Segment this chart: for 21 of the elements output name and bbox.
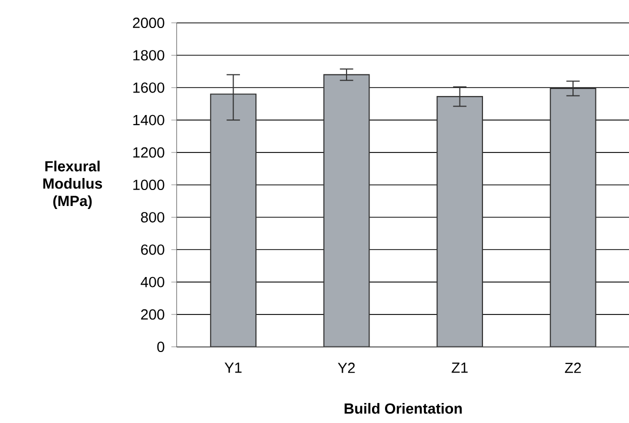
- x-tick-label: Y2: [338, 362, 355, 373]
- y-tick-label: 1400: [133, 114, 164, 126]
- y-tick-label: 2000: [132, 18, 164, 28]
- y-tick-label: 600: [141, 244, 164, 255]
- bar: [210, 94, 256, 347]
- y-tick-label: 200: [141, 309, 164, 320]
- y-tick-label: 1200: [133, 147, 164, 158]
- x-tick-label: Z1: [452, 362, 468, 373]
- y-tick-label: 400: [140, 276, 164, 288]
- x-tick-label: Y1: [224, 362, 242, 373]
- y-tick-label: 800: [141, 212, 164, 222]
- bar: [436, 96, 483, 347]
- y-tick-label: 1600: [133, 82, 164, 93]
- y-axis-title: Flexural Modulus (MPa): [43, 160, 102, 210]
- y-tick-label: 1000: [133, 180, 164, 190]
- bar: [323, 74, 370, 347]
- x-tick-label: Z2: [564, 362, 581, 373]
- y-tick-label: 1800: [133, 50, 164, 60]
- bar: [550, 88, 596, 347]
- x-axis-title: Build Orientation: [344, 402, 462, 414]
- y-tick-label: 0: [157, 342, 164, 352]
